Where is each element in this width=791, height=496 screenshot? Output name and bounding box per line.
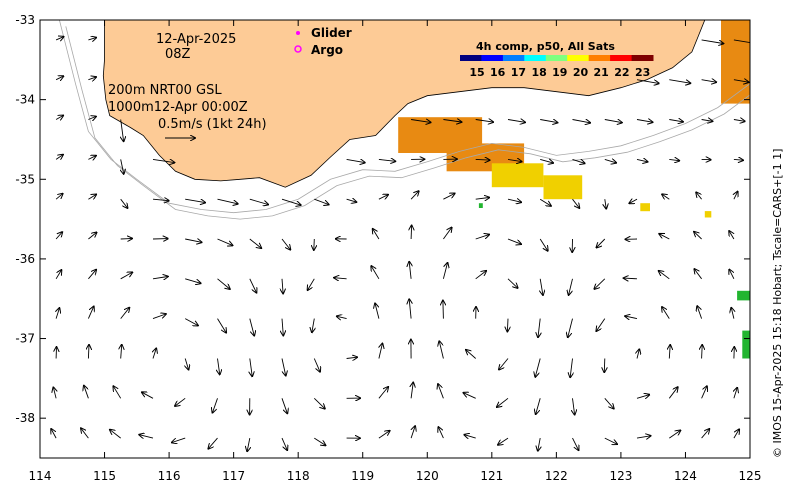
- legend-argo-label: Argo: [311, 43, 343, 57]
- info-line-1: 200m NRT00 GSL: [108, 83, 222, 98]
- plot-layer: [40, 0, 782, 458]
- x-tick-label: 116: [158, 469, 181, 483]
- colorbar-tick-label: 17: [511, 66, 526, 79]
- colorbar-swatch: [632, 55, 654, 61]
- colorbar-swatches: [460, 55, 654, 61]
- x-tick-label: 123: [609, 469, 632, 483]
- sst-patch: [737, 291, 750, 301]
- colorbar-ticks: 15 16 17 18 19 20 21 22 23: [469, 66, 650, 79]
- colorbar-swatch: [460, 55, 482, 61]
- colorbar-tick-label: 21: [594, 66, 609, 79]
- legend-glider-label: Glider: [311, 26, 352, 40]
- colorbar-tick-label: 15: [469, 66, 484, 79]
- sst-patch: [640, 203, 650, 211]
- colorbar-swatch: [610, 55, 632, 61]
- current-vector: [604, 359, 605, 373]
- title-date: 12-Apr-2025: [156, 32, 236, 47]
- colorbar-swatch: [589, 55, 611, 61]
- colorbar-tick-label: 23: [635, 66, 650, 79]
- glider-marker-icon: [296, 31, 300, 35]
- sst-patch: [721, 20, 750, 104]
- colorbar-tick-label: 19: [552, 66, 567, 79]
- colorbar-swatch: [524, 55, 546, 61]
- y-tick-label: -37: [15, 332, 35, 346]
- x-tick-label: 118: [287, 469, 310, 483]
- x-tick-label: 120: [416, 469, 439, 483]
- colorbar-swatch: [503, 55, 525, 61]
- sst-patch: [742, 331, 750, 359]
- x-tick-label: 122: [545, 469, 568, 483]
- x-tick-label: 117: [222, 469, 245, 483]
- current-vector: [507, 319, 508, 332]
- scale-label: 0.5m/s (1kt 24h): [158, 117, 267, 132]
- colorbar-tick-label: 20: [573, 66, 589, 79]
- info-line-2: 1000m12-Apr 00:00Z: [108, 100, 248, 115]
- colorbar-tick-label: 18: [531, 66, 546, 79]
- x-tick-label: 125: [739, 469, 762, 483]
- colorbar-swatch: [567, 55, 589, 61]
- x-tick-label: 124: [674, 469, 697, 483]
- sst-patch: [544, 175, 583, 199]
- y-tick-label: -38: [15, 411, 35, 425]
- y-tick-label: -35: [15, 172, 35, 186]
- x-tick-label: 114: [29, 469, 52, 483]
- current-vector: [702, 345, 703, 359]
- x-tick-label: 115: [93, 469, 116, 483]
- credit-text: © IMOS 15-Apr-2025 15:18 Hobart; Tscale=…: [771, 149, 784, 458]
- current-vector: [121, 239, 132, 240]
- current-vector: [411, 226, 412, 239]
- x-tick-label: 121: [480, 469, 503, 483]
- y-tick-label: -36: [15, 252, 35, 266]
- colorbar-swatch: [546, 55, 568, 61]
- y-tick-label: -34: [15, 93, 35, 107]
- title-time: 08Z: [165, 47, 191, 62]
- y-tick-label: -33: [15, 13, 35, 27]
- colorbar-tick-label: 16: [490, 66, 506, 79]
- sst-patch: [479, 203, 483, 208]
- current-vector: [443, 301, 444, 319]
- sst-patch: [705, 211, 712, 217]
- current-vector: [88, 345, 89, 359]
- current-vector: [314, 239, 315, 250]
- x-tick-label: 119: [351, 469, 374, 483]
- sst-patch: [492, 163, 544, 187]
- colorbar-swatch: [481, 55, 503, 61]
- colorbar-title: 4h comp, p50, All Sats: [476, 40, 615, 53]
- colorbar-tick-label: 22: [614, 66, 629, 79]
